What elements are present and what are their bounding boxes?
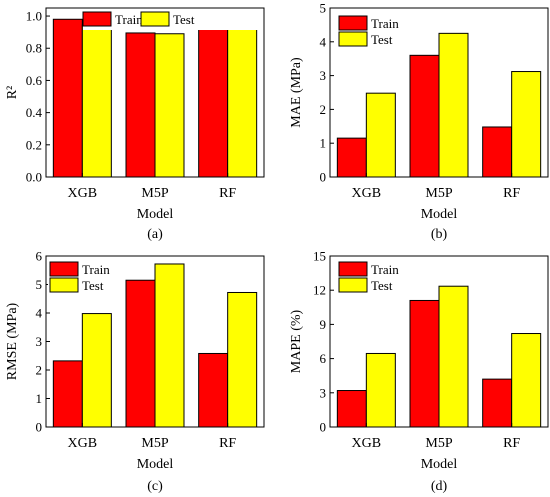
legend-swatch-train [338,15,368,31]
legend-swatch-test [338,277,368,293]
y-tick-label: 0 [320,170,327,185]
bar-train-xgb [52,18,83,178]
y-tick-label: 0.0 [26,170,42,185]
x-tick-label: M5P [141,186,168,201]
y-tick-label: 0.6 [26,73,43,88]
legend-swatch-train [338,261,368,277]
x-tick-label: RF [219,186,236,201]
x-tick-label: M5P [425,186,452,201]
legend-swatch-test [338,31,368,47]
y-tick-label: 3 [320,385,327,400]
y-tick-label: 5 [320,1,327,16]
bar-train-xgb [336,137,367,178]
bar-test-m5p [154,263,185,428]
y-tick-label: 9 [320,317,327,332]
legend-label-test: Test [173,12,195,27]
x-tick-label: M5P [141,436,168,451]
x-tick-label: M5P [425,436,452,451]
y-tick-label: 0 [36,420,43,435]
x-axis-label: Model [421,457,458,472]
legend-label-train: Train [82,262,110,277]
legend-swatch-test [49,277,79,293]
y-axis-label: MAPE (%) [289,309,304,373]
bar-train-rf [198,352,229,428]
y-tick-label: 4 [36,306,43,321]
bar-train-m5p [125,279,156,428]
y-tick-label: 1 [36,391,43,406]
panel-label: (d) [431,479,448,494]
bar-test-xgb [365,92,396,178]
x-tick-label: XGB [68,186,98,201]
x-tick-label: XGB [352,436,382,451]
bar-train-m5p [409,299,440,428]
y-tick-label: 3 [320,68,327,83]
bar-test-rf [511,71,542,178]
y-tick-label: 0 [320,420,327,435]
x-tick-label: XGB [68,436,98,451]
bar-test-m5p [438,285,469,428]
y-axis-label: R² [5,86,20,100]
legend-label-train: Train [115,12,143,27]
bar-train-xgb [52,360,83,428]
legend-swatch-train [49,261,79,277]
x-axis-label: Model [137,457,174,472]
legend-label-test: Test [371,32,393,47]
x-tick-label: RF [219,436,236,451]
x-tick-label: RF [503,186,520,201]
bar-test-xgb [365,352,396,428]
legend-label-train: Train [371,262,399,277]
y-axis-label: RMSE (MPa) [5,302,20,380]
x-axis-label: Model [137,207,174,222]
bar-test-rf [227,26,258,178]
panel-label: (a) [147,227,163,242]
legend-label-test: Test [82,278,104,293]
x-axis-label: Model [421,207,458,222]
chart-panel-1: 0.0 0.2 0.4 0.6 0.8 1.0 XGB M5P RF Model R² Train Te… [5,7,265,242]
legend-label-train: Train [371,16,399,31]
bar-test-xgb [81,24,112,178]
bar-train-m5p [409,54,440,178]
panel-label: (c) [147,479,163,494]
y-tick-label: 0.8 [26,41,42,56]
x-tick-label: RF [503,436,520,451]
x-tick-label: XGB [352,186,382,201]
y-tick-label: 1 [320,136,327,151]
y-tick-label: 6 [320,351,327,366]
bar-train-xgb [336,390,367,428]
bar-train-rf [198,19,229,178]
y-tick-label: 1.0 [26,9,42,24]
bar-test-rf [227,291,258,428]
legend-label-test: Test [371,278,393,293]
legend-swatch-test [140,11,170,27]
y-tick-label: 15 [313,249,326,264]
legend-swatch-train [82,11,112,27]
bar-test-rf [511,333,542,428]
y-tick-label: 2 [36,363,43,378]
bar-test-xgb [81,313,112,428]
panel-label: (b) [431,227,448,242]
y-tick-label: 0.2 [26,137,42,152]
y-tick-label: 3 [36,334,43,349]
y-tick-label: 5 [36,277,43,292]
bar-test-m5p [438,32,469,178]
y-tick-label: 0.4 [26,105,43,120]
bar-train-rf [482,126,513,178]
y-tick-label: 12 [313,283,326,298]
legend-box [83,10,258,30]
y-tick-label: 2 [320,102,327,117]
legend: Train Test [82,10,258,30]
y-axis-label: MAE (MPa) [289,57,304,128]
bar-train-m5p [125,32,156,178]
y-tick-label: 4 [320,34,327,49]
y-tick-label: 6 [36,249,43,264]
bar-train-rf [482,378,513,428]
bar-test-m5p [154,33,185,178]
